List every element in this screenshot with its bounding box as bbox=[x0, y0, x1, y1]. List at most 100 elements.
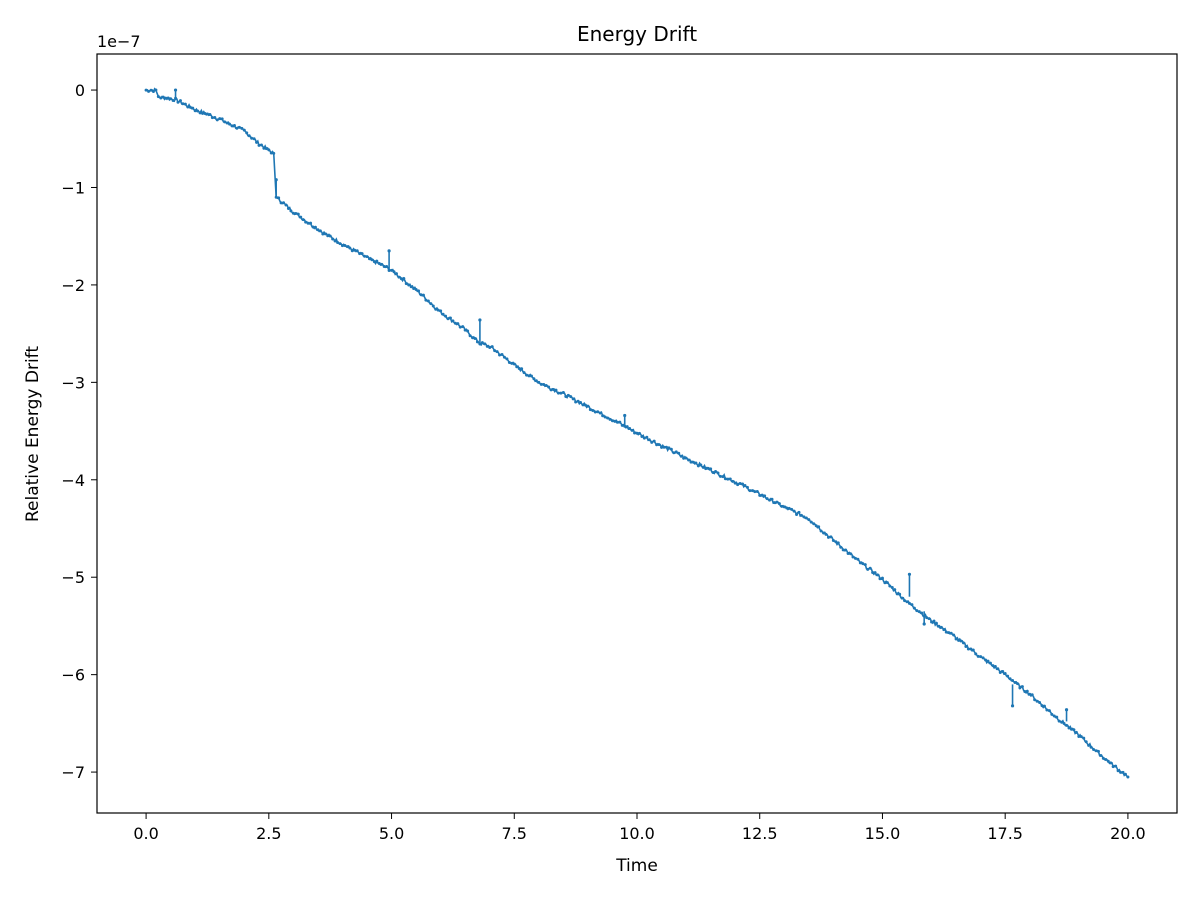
data-point bbox=[304, 220, 308, 224]
data-point bbox=[333, 239, 337, 243]
data-point bbox=[682, 456, 686, 460]
data-point bbox=[289, 209, 293, 213]
x-axis-label: Time bbox=[615, 856, 658, 876]
data-point bbox=[343, 244, 347, 248]
spike-point-3 bbox=[478, 318, 482, 322]
data-point bbox=[1087, 743, 1091, 747]
data-point bbox=[853, 556, 857, 560]
data-point bbox=[372, 260, 376, 264]
data-point bbox=[927, 617, 931, 621]
data-point bbox=[883, 581, 887, 585]
spike-point-0 bbox=[173, 88, 178, 92]
data-point bbox=[849, 552, 853, 556]
data-point bbox=[841, 548, 845, 552]
data-point bbox=[979, 655, 983, 659]
data-point bbox=[890, 586, 894, 590]
data-point bbox=[900, 596, 904, 600]
data-point bbox=[809, 520, 813, 524]
plot-area bbox=[144, 87, 1130, 779]
data-point bbox=[738, 482, 742, 486]
data-point bbox=[770, 497, 774, 501]
data-point bbox=[731, 479, 735, 483]
data-point bbox=[353, 248, 357, 252]
data-point bbox=[1008, 677, 1012, 681]
data-point bbox=[544, 384, 548, 388]
x-tick-label: 7.5 bbox=[502, 824, 527, 843]
data-point bbox=[534, 379, 538, 383]
data-point bbox=[223, 120, 227, 124]
data-point bbox=[893, 588, 897, 592]
data-point bbox=[208, 113, 212, 116]
data-point bbox=[998, 671, 1002, 675]
data-point bbox=[174, 96, 178, 100]
data-point bbox=[446, 317, 450, 321]
data-point bbox=[907, 601, 911, 605]
data-point bbox=[255, 140, 259, 144]
data-point bbox=[201, 111, 205, 115]
data-point bbox=[934, 621, 938, 625]
data-point bbox=[993, 664, 997, 668]
data-point bbox=[468, 334, 472, 338]
data-point bbox=[812, 522, 816, 526]
data-point bbox=[957, 638, 961, 642]
data-point bbox=[355, 249, 359, 253]
data-point bbox=[542, 382, 546, 386]
data-point bbox=[336, 240, 340, 244]
data-point bbox=[183, 102, 187, 106]
data-point bbox=[971, 648, 975, 652]
data-point bbox=[745, 485, 749, 489]
data-point bbox=[149, 88, 153, 92]
data-point bbox=[532, 377, 536, 381]
data-point bbox=[932, 619, 936, 623]
data-point bbox=[394, 272, 398, 276]
data-point bbox=[763, 494, 767, 498]
data-point bbox=[986, 659, 990, 663]
data-point bbox=[473, 337, 477, 341]
data-point bbox=[404, 282, 408, 286]
data-point bbox=[419, 293, 423, 297]
data-point bbox=[1045, 708, 1049, 712]
data-point bbox=[959, 639, 963, 643]
data-point bbox=[431, 304, 435, 308]
data-point bbox=[1116, 769, 1120, 773]
data-point bbox=[434, 307, 438, 311]
data-point bbox=[824, 532, 828, 536]
data-point bbox=[863, 563, 867, 567]
data-point bbox=[598, 411, 602, 415]
data-point bbox=[574, 400, 578, 404]
data-point bbox=[161, 95, 165, 99]
data-point bbox=[257, 143, 261, 147]
data-point bbox=[451, 319, 455, 323]
data-point bbox=[628, 427, 632, 431]
data-point bbox=[984, 658, 988, 662]
data-point bbox=[286, 207, 290, 211]
data-point bbox=[169, 97, 173, 101]
data-point bbox=[527, 374, 531, 378]
data-point bbox=[618, 420, 622, 424]
data-point bbox=[323, 232, 327, 236]
data-point bbox=[996, 667, 1000, 671]
data-point bbox=[750, 489, 754, 493]
data-point bbox=[662, 445, 666, 449]
data-point bbox=[915, 609, 919, 613]
data-point bbox=[500, 352, 504, 356]
data-point bbox=[478, 342, 482, 346]
data-point bbox=[279, 201, 283, 205]
data-point bbox=[215, 118, 219, 122]
data-point bbox=[380, 262, 384, 266]
data-point bbox=[981, 656, 985, 660]
data-point bbox=[554, 388, 558, 392]
data-point bbox=[603, 415, 607, 419]
data-point bbox=[790, 507, 794, 511]
data-point bbox=[348, 246, 352, 250]
data-point bbox=[753, 490, 757, 494]
data-point bbox=[905, 600, 909, 604]
data-point bbox=[549, 388, 553, 392]
data-point bbox=[191, 106, 195, 110]
y-axis-label: Relative Energy Drift bbox=[23, 346, 43, 522]
data-point bbox=[839, 545, 843, 549]
data-point bbox=[844, 548, 848, 552]
data-point bbox=[360, 252, 364, 256]
data-point bbox=[829, 535, 833, 539]
